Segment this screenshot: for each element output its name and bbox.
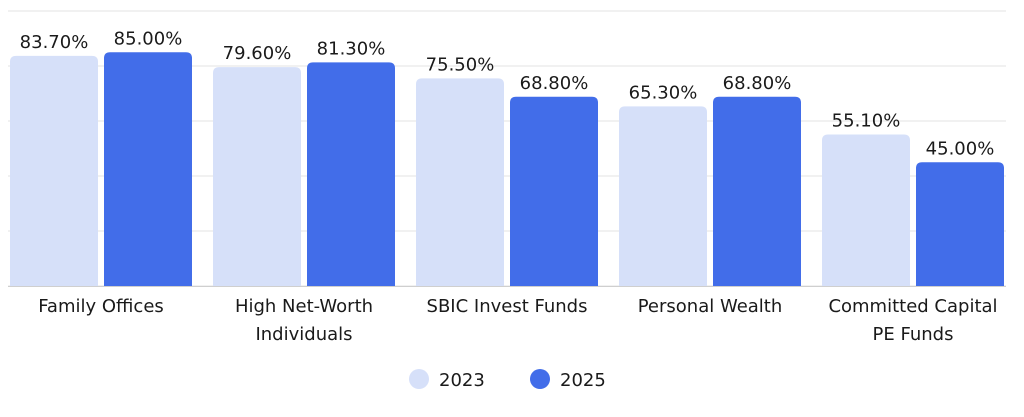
data-label: 85.00% — [114, 28, 183, 49]
x-tick-label: Family Offices — [38, 296, 164, 317]
bar-2025-0 — [104, 52, 192, 286]
data-label: 68.80% — [723, 73, 792, 94]
bar-2025-1 — [307, 62, 395, 286]
x-tick-label: SBIC Invest Funds — [427, 296, 588, 317]
x-tick-label: High Net-Worth — [235, 296, 373, 317]
data-label: 79.60% — [223, 43, 292, 64]
data-label: 75.50% — [426, 54, 495, 75]
bar-2023-4 — [822, 134, 910, 286]
x-tick-label: Personal Wealth — [638, 296, 783, 317]
x-axis: Family Offices High Net-Worth Individuals S… — [8, 286, 1006, 345]
legend-label: 2025 — [560, 370, 606, 391]
legend: 2023 2025 — [409, 369, 606, 391]
bar-2023-3 — [619, 106, 707, 286]
x-tick-label: Committed Capital — [828, 296, 997, 317]
data-label: 68.80% — [520, 73, 589, 94]
data-label: 55.10% — [832, 110, 901, 131]
bars — [10, 52, 1004, 287]
data-label: 81.30% — [317, 38, 386, 59]
x-tick-label: PE Funds — [873, 324, 954, 345]
bar-2023-0 — [10, 55, 98, 287]
data-label: 83.70% — [20, 32, 89, 53]
legend-swatch — [530, 369, 550, 389]
legend-swatch — [409, 369, 429, 389]
data-labels: 83.70% 79.60% 75.50% 65.30% 55.10% 85.00% 81.3… — [20, 28, 995, 159]
bar-2025-2 — [510, 96, 598, 286]
bar-2023-1 — [213, 67, 301, 286]
legend-label: 2023 — [439, 370, 485, 391]
bar-2025-3 — [713, 96, 801, 286]
data-label: 65.30% — [629, 82, 698, 103]
data-label: 45.00% — [926, 138, 995, 159]
bar-2023-2 — [416, 78, 504, 286]
x-tick-label: Individuals — [255, 324, 352, 345]
bar-2025-4 — [916, 162, 1004, 286]
